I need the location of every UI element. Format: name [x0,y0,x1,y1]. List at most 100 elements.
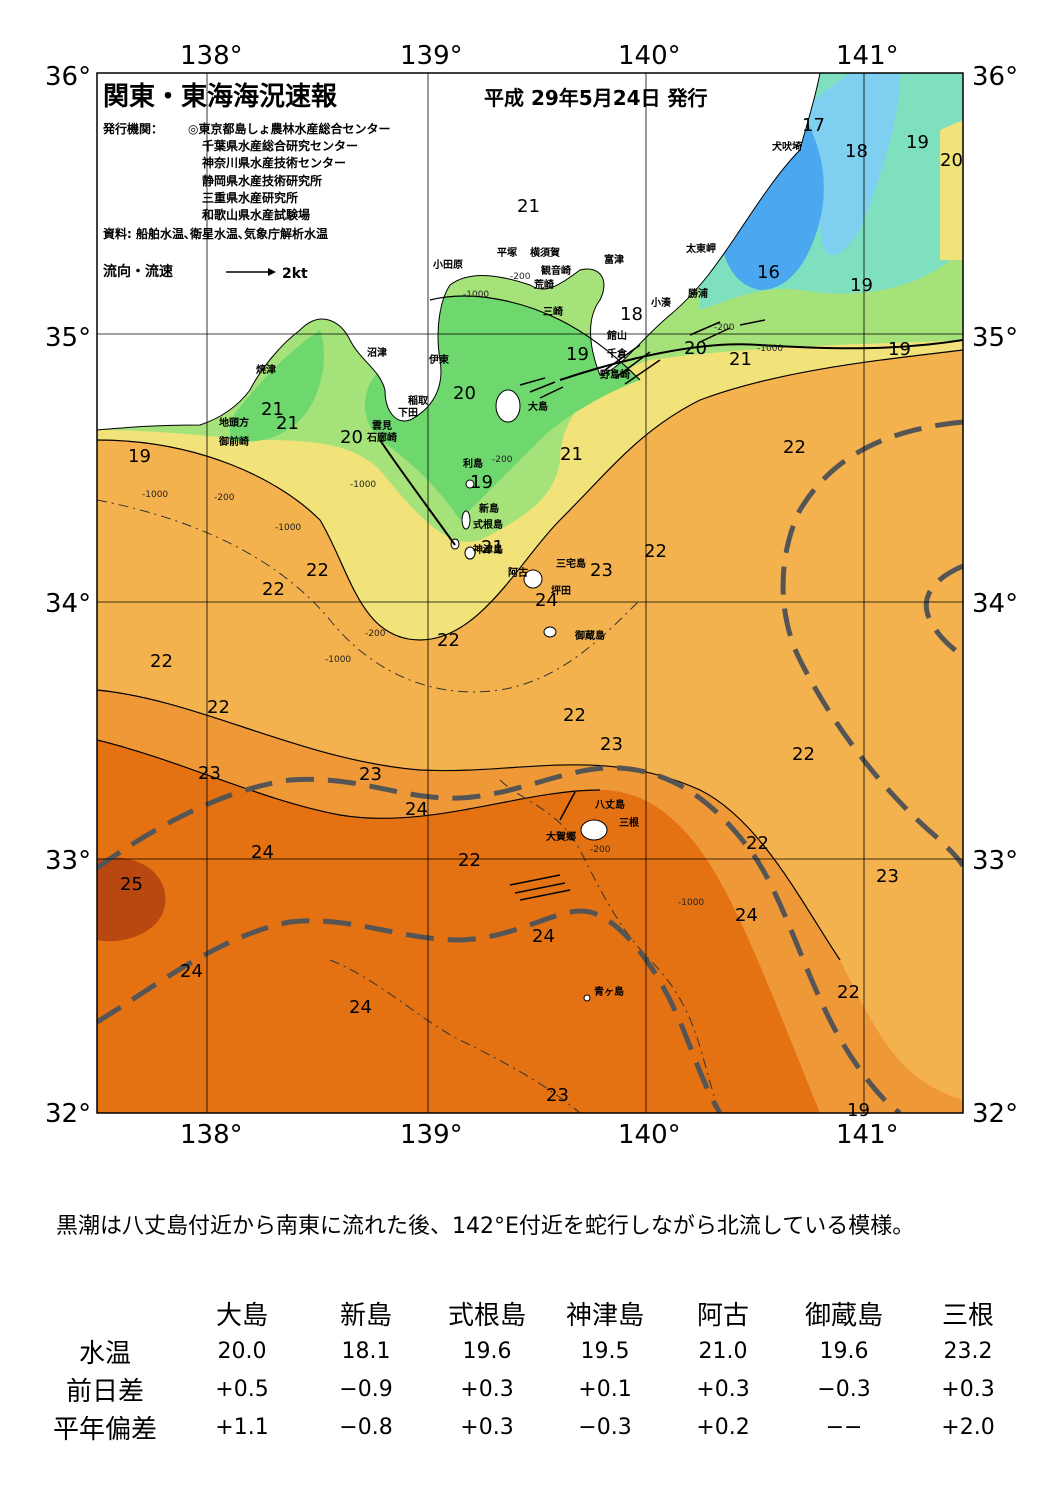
temp-label: 24 [180,961,203,982]
depth-label: -1000 [275,523,301,533]
temp-label: 21 [481,537,504,558]
temp-label: 22 [150,651,173,672]
lon-label: 140° [618,1120,681,1150]
temp-label: 19 [566,344,589,365]
column-header: 式根島 [447,1300,526,1331]
lon-label: 139° [400,1120,463,1150]
place-name: 稲取 [408,394,429,407]
table-row: 水温 20.0 18.1 19.6 19.5 21.0 19.6 23.2 [30,1332,1030,1370]
temp-label: 23 [590,560,613,581]
temp-label: 20 [684,338,707,359]
place-name: 雲見 [372,420,392,432]
temp-label: 20 [340,427,363,448]
depth-label: -200 [214,493,235,503]
temp-label: 21 [560,444,583,465]
temp-label: 24 [735,905,758,926]
place-name: 三崎 [543,305,563,318]
table-cell: 19.6 [462,1338,512,1364]
publisher-item: 三重県水産研究所 [202,190,298,205]
place-name: 館山 [606,329,627,342]
island-kozushima [464,546,476,560]
lon-label: 138° [180,41,243,71]
table-cell: +0.3 [696,1376,750,1402]
depth-labels: -200 -1000 -200 -1000 -200 -1000 -200 -1… [142,272,783,908]
land-honshu [97,73,821,431]
place-name: 利島 [463,457,483,470]
table-cell: −0.3 [817,1376,871,1402]
place-name: 荒崎 [533,278,554,291]
lon-label: 140° [618,41,681,71]
place-name: 式根島 [473,518,503,531]
island-niijima [461,510,471,530]
column-header: 大島 [215,1300,268,1331]
temp-label: 22 [783,437,806,458]
place-name: 坪田 [551,584,571,597]
lat-label: 35° [45,323,91,353]
table-cell: 19.6 [819,1338,869,1364]
current-legend-scale: 2kt [282,266,308,282]
map-title: 関東・東海海況速報 [103,82,338,112]
temp-label: 19 [850,275,873,296]
lat-label: 33° [972,846,1018,876]
current-vectors [509,319,766,901]
table-cell: +0.3 [460,1414,514,1440]
depth-label: -1000 [678,898,704,908]
island-oshima [495,389,521,423]
temperature-labels: 17 18 19 20 21 16 19 18 19 20 21 19 20 2… [120,115,963,1121]
publisher-item: 静岡県水産技術研究所 [202,173,322,188]
temp-label: 19 [906,132,929,153]
place-names: 犬吠埼 太東岬 勝浦 小湊 富津 横須賀 観音崎 平塚 荒崎 三崎 館山 千倉 … [218,140,802,998]
lat-label: 35° [972,323,1018,353]
table-cell: 20.0 [217,1338,267,1364]
depth-label: -1000 [463,290,489,300]
temp-label: 25 [120,874,143,895]
table-cell: +2.0 [941,1414,995,1440]
lat-label: 32° [972,1099,1018,1129]
temp-label: 24 [405,799,428,820]
place-name: 小田原 [432,258,463,271]
table-cell: −0.3 [578,1414,632,1440]
place-name: 三根 [619,816,639,829]
temp-label: 24 [349,997,372,1018]
temp-label: 18 [620,304,643,325]
place-name: 下田 [398,407,418,419]
water-25-patch [97,857,166,942]
lon-label: 141° [836,41,899,71]
place-name: 新島 [479,502,499,515]
island-temperature-table: 大島 新島 式根島 神津島 阿古 御蔵島 三根 水温 20.0 18.1 19.… [30,1294,1030,1446]
island-hachijojima [580,819,608,841]
column-header: 御蔵島 [804,1300,883,1331]
publisher-item: 和歌山県水産試験場 [201,207,310,222]
place-name: 焼津 [256,363,276,376]
temp-label: 22 [746,833,769,854]
temp-label: 22 [458,850,481,871]
column-header: 新島 [339,1300,392,1331]
table-row: 平年偏差 +1.1 −0.8 +0.3 −0.3 +0.2 −− +2.0 [30,1408,1030,1446]
column-header: 神津島 [565,1300,644,1331]
place-name: 小湊 [650,296,672,309]
place-name: 青ヶ島 [594,985,624,998]
row-header: 平年偏差 [52,1414,157,1445]
depth-label: -200 [590,845,611,855]
table-header-row: 大島 新島 式根島 神津島 阿古 御蔵島 三根 [30,1294,1030,1332]
temp-label: 22 [563,705,586,726]
water-21-east [940,120,963,260]
temp-label: 18 [845,141,868,162]
table-cell: −0.8 [339,1414,393,1440]
depth-label: -200 [365,629,386,639]
water-19-band-west [230,330,324,442]
kuroshio-axis [97,419,963,1113]
temp-label: 19 [128,446,151,467]
temp-label: 17 [802,115,825,136]
lon-label: 138° [180,1120,243,1150]
temp-label: 21 [729,349,752,370]
place-name: 阿古 [508,566,528,579]
lat-label: 36° [972,62,1018,92]
publisher-label: 発行機関： [102,121,163,136]
table-cell: −0.9 [339,1376,393,1402]
lon-label: 141° [836,1120,899,1150]
kuroshio-summary: 黒潮は八丈島付近から南東に流れた後、142°E付近を蛇行しながら北流している模様… [56,1214,915,1239]
latitude-labels-right: 36° 35° 34° 33° 32° [972,62,1018,1129]
temp-label: 24 [535,590,558,611]
temp-label: 23 [359,764,382,785]
